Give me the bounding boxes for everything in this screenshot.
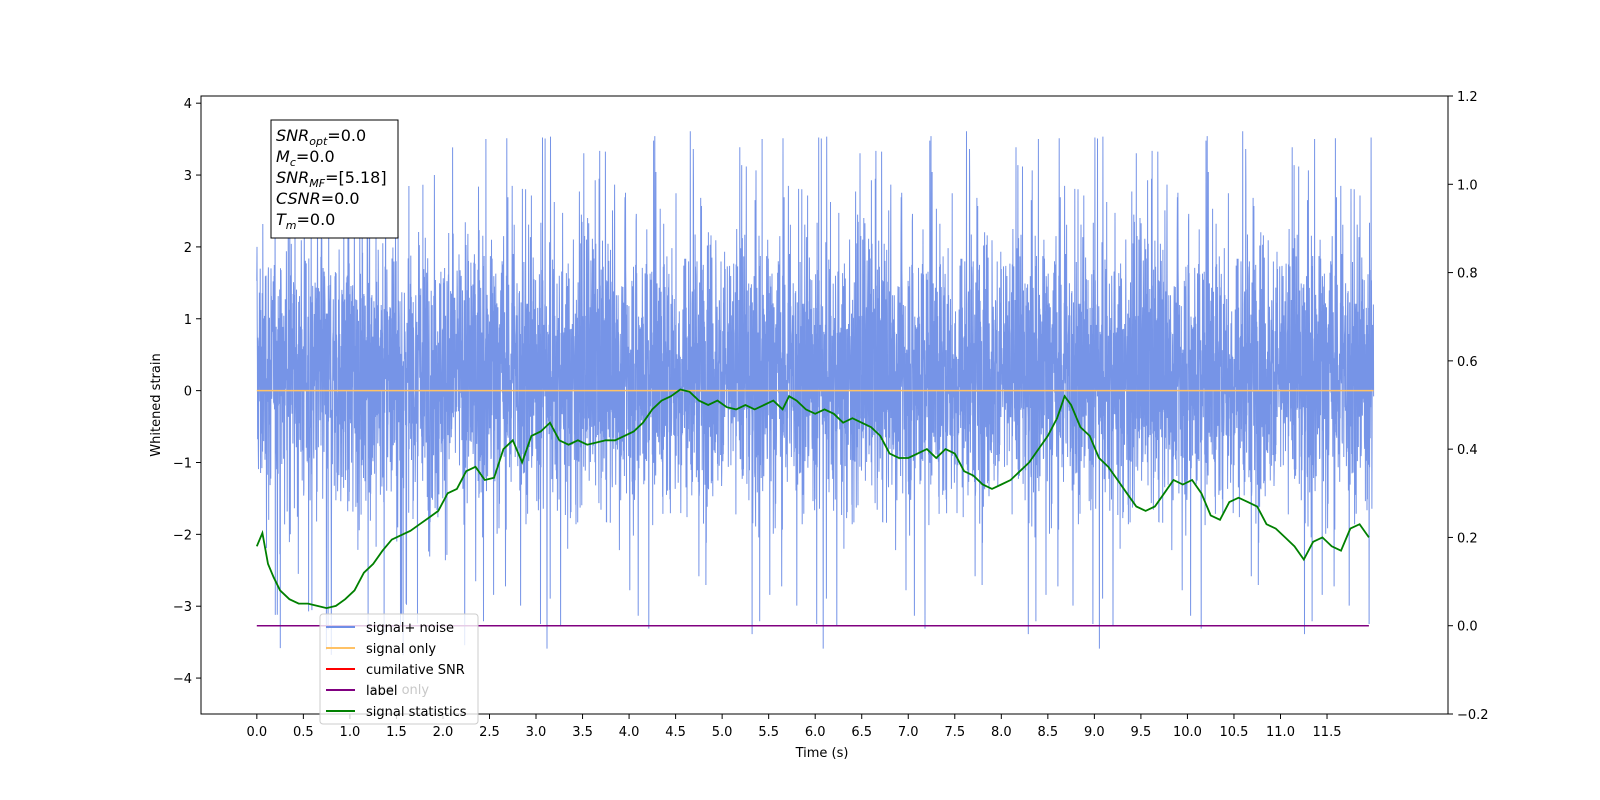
y-tick-label: −1: [173, 456, 192, 471]
y2-tick-label: 0.6: [1457, 355, 1478, 370]
legend-label: signal+ noise: [366, 621, 454, 636]
annotation-line: Mc=0.0: [276, 147, 335, 169]
y-axis-right: 1.2 1.0 0.8 0.6 0.4 0.2 0.0 −0.2: [1448, 90, 1489, 723]
x-tick-label: 2.5: [479, 725, 500, 740]
legend-label: cumilative SNR: [366, 663, 465, 678]
y-tick-label: −2: [173, 528, 192, 543]
annotation-line: SNRopt=0.0: [276, 126, 366, 148]
legend-label: signal only: [366, 642, 436, 657]
x-tick-label: 1.5: [386, 725, 407, 740]
x-tick-label: 5.0: [712, 725, 733, 740]
x-tick-label: 5.5: [758, 725, 779, 740]
signal-statistics-line: [255, 388, 1370, 610]
y2-tick-label: 0.2: [1457, 531, 1478, 546]
y2-tick-label: 1.0: [1457, 178, 1478, 193]
x-tick-label: 8.0: [991, 725, 1012, 740]
y2-tick-label: 1.2: [1457, 90, 1478, 105]
y-tick-label: 4: [184, 97, 192, 112]
x-tick-label: 2.0: [433, 725, 454, 740]
plot-frame: [200, 95, 1449, 715]
legend-hidden-text: label only: [366, 683, 429, 698]
x-axis: 0.0 0.5 1.0 1.5 2.0 2.5 3.0 3.5 4.0 4.5 5.0 5.5 6.0 6…: [246, 714, 1341, 740]
y2-tick-label: 0.0: [1457, 620, 1478, 635]
x-tick-label: 10.5: [1219, 725, 1248, 740]
x-tick-label: 7.5: [944, 725, 965, 740]
x-tick-label: 6.5: [851, 725, 872, 740]
legend-label: label: [366, 684, 397, 699]
y-tick-label: 2: [184, 241, 192, 256]
x-tick-label: 4.5: [665, 725, 686, 740]
y-tick-label: 1: [184, 313, 192, 328]
x-tick-label: 6.0: [805, 725, 826, 740]
y-axis-left: 4 3 2 1 0 −1 −2 −3 −4: [173, 97, 201, 687]
x-tick-label: 0.0: [246, 725, 267, 740]
x-tick-label: 1.0: [340, 725, 361, 740]
x-tick-label: 3.0: [526, 725, 547, 740]
x-tick-label: 4.0: [619, 725, 640, 740]
signal-noise-line: [256, 127, 1375, 656]
annotation-line: SNRMF=[5.18]: [276, 168, 387, 190]
signal-noise-series: [256, 127, 1375, 656]
x-axis-label: Time (s): [795, 746, 849, 761]
y-tick-label: 0: [184, 385, 192, 400]
legend: label only signal+ noise signal only cumil…: [319, 613, 479, 725]
x-tick-label: 11.5: [1313, 725, 1342, 740]
annotation-line: Tm=0.0: [276, 210, 335, 232]
y2-tick-label: 0.8: [1457, 267, 1478, 282]
legend-label: signal statistics: [366, 705, 467, 720]
y-axis-label: Whitened strain: [149, 353, 164, 456]
y2-tick-label: 0.4: [1457, 443, 1478, 458]
x-tick-label: 9.5: [1131, 725, 1152, 740]
annotation-line: CSNR=0.0: [276, 189, 360, 208]
x-tick-label: 7.0: [898, 725, 919, 740]
y-tick-label: −4: [173, 672, 192, 687]
y-tick-label: −3: [173, 600, 192, 615]
y2-tick-label: −0.2: [1457, 708, 1489, 723]
x-tick-label: 9.0: [1084, 725, 1105, 740]
y-tick-label: 3: [184, 169, 192, 184]
x-tick-label: 10.0: [1173, 725, 1202, 740]
x-tick-label: 0.5: [293, 725, 314, 740]
x-tick-label: 8.5: [1037, 725, 1058, 740]
x-tick-label: 11.0: [1266, 725, 1295, 740]
x-tick-label: 3.5: [572, 725, 593, 740]
